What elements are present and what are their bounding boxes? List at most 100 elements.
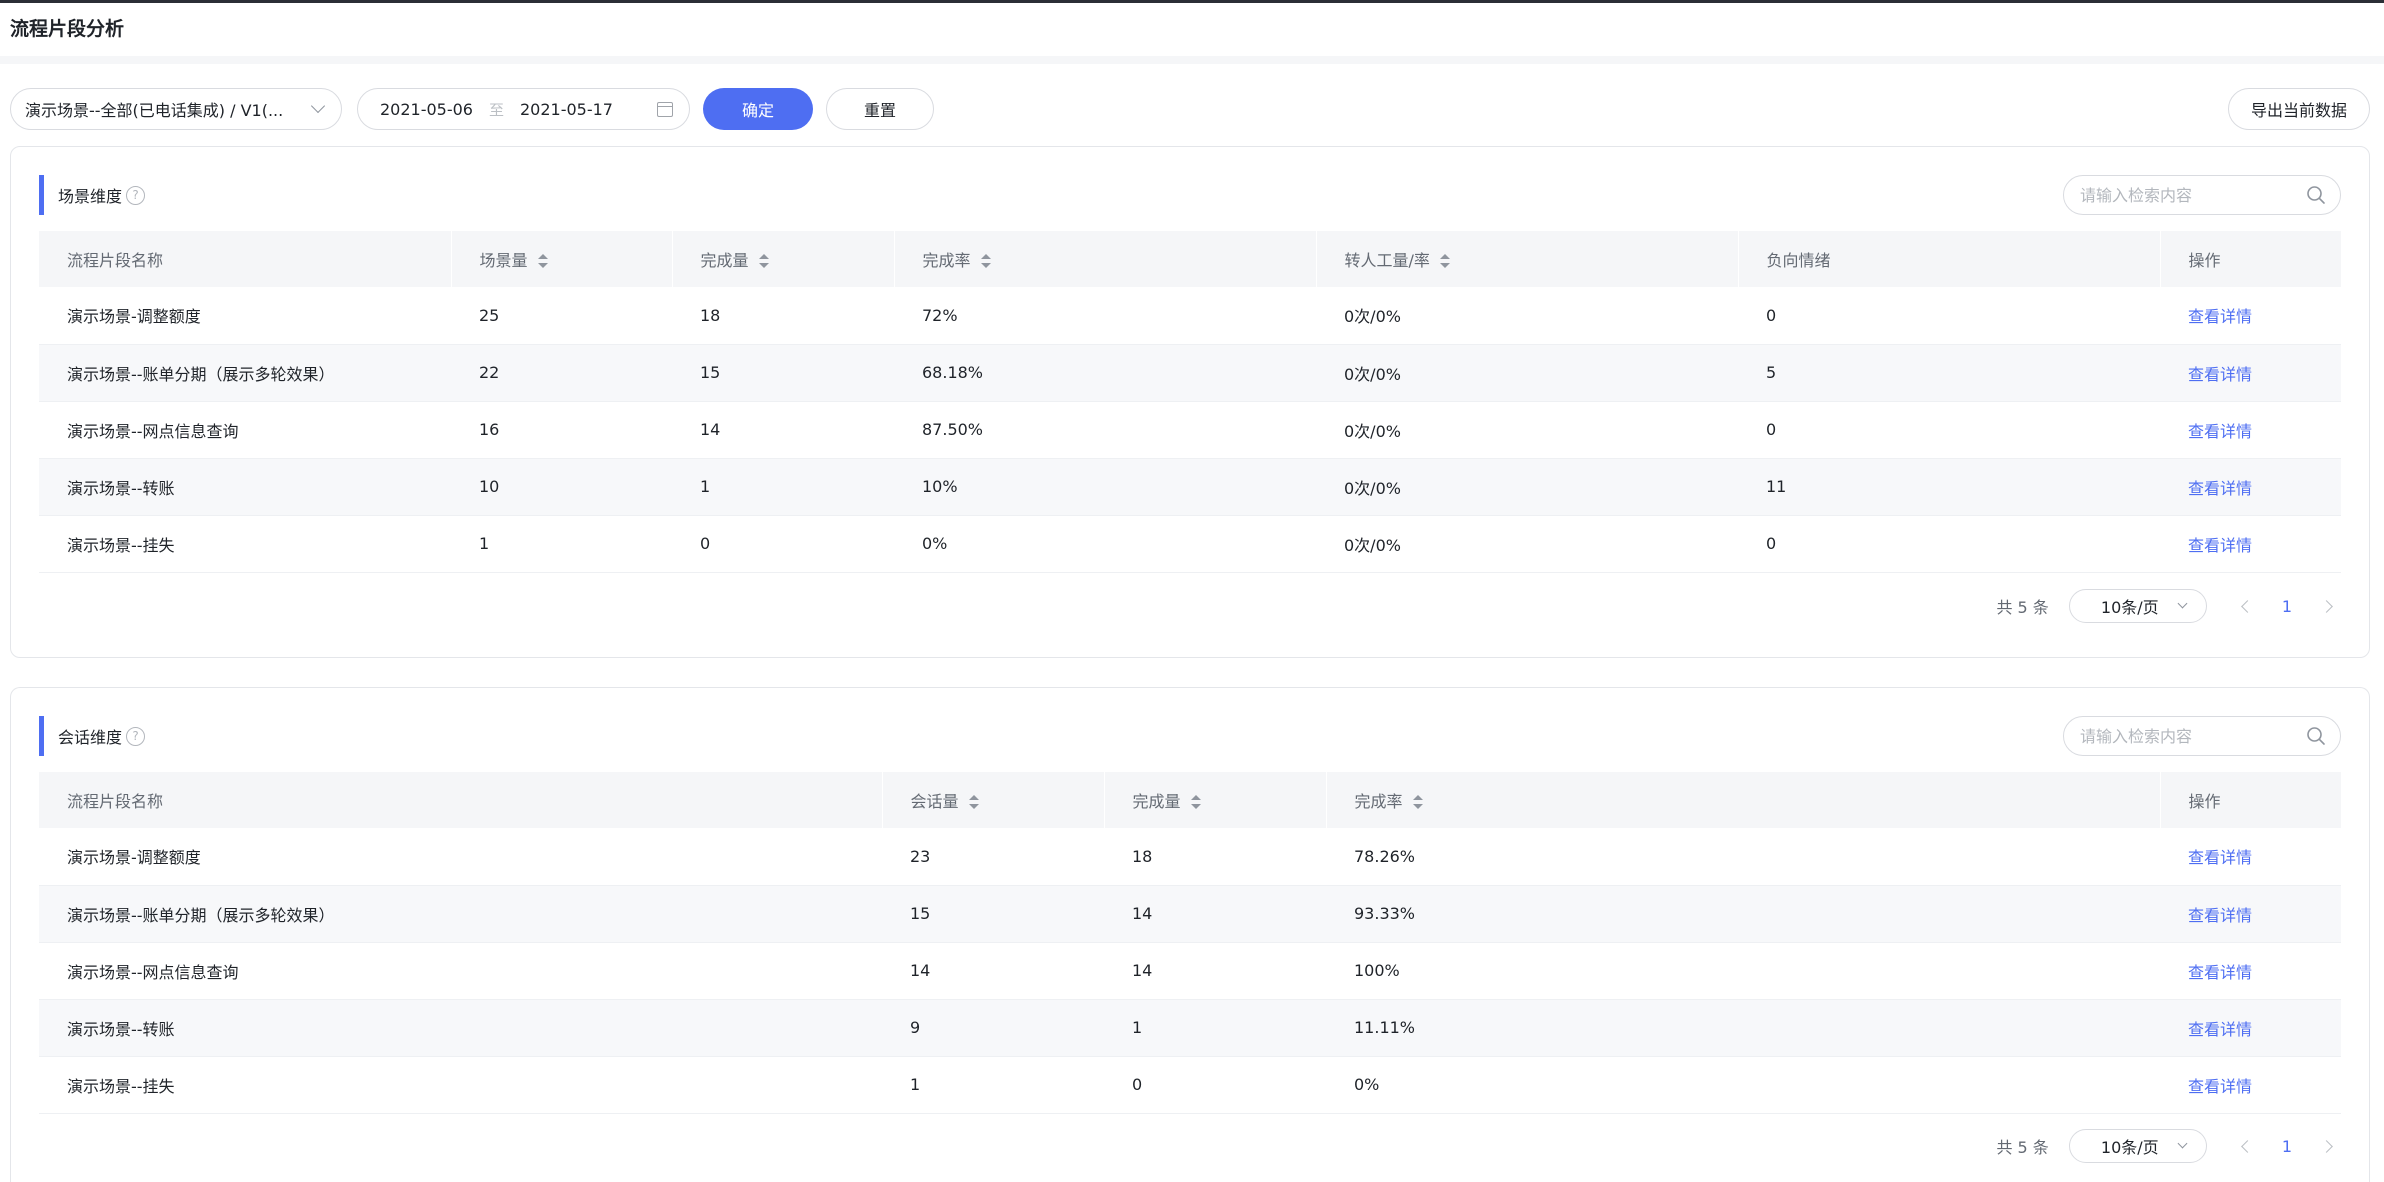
cell-complete-count: 18: [672, 287, 894, 345]
view-details-link[interactable]: 查看详情: [2160, 344, 2341, 402]
cell-negative: 0: [1738, 515, 2160, 573]
view-details-link[interactable]: 查看详情: [2160, 828, 2341, 886]
cell-complete-rate: 72%: [894, 287, 1316, 345]
sort-icon[interactable]: [968, 795, 979, 809]
confirm-button[interactable]: 确定: [703, 88, 813, 130]
column-header: 操作: [2159, 231, 2341, 287]
cell-complete-rate: 87.50%: [894, 401, 1316, 459]
cell-complete-count: 14: [1104, 942, 1326, 1000]
current-page[interactable]: 1: [2281, 1136, 2292, 1156]
table-header-row: 流程片段名称 会话量 完成量 完成率 操作: [39, 772, 2341, 828]
search-input[interactable]: [2080, 726, 2290, 746]
column-header[interactable]: 转人工量/率: [1315, 231, 1738, 287]
page-title: 流程片段分析: [10, 18, 125, 40]
total-count: 共 5 条: [1996, 1138, 2049, 1157]
cell-session-count: 14: [882, 942, 1104, 1000]
help-icon[interactable]: ?: [126, 185, 146, 205]
column-header[interactable]: 完成量: [671, 231, 894, 287]
cell-session-count: 1: [882, 1056, 1104, 1114]
sort-icon[interactable]: [758, 254, 769, 268]
cell-complete-count: 18: [1104, 828, 1326, 886]
card-title: 会话维度: [58, 728, 123, 747]
cell-name: 演示场景--挂失: [39, 1056, 882, 1114]
view-details-link[interactable]: 查看详情: [2160, 515, 2341, 573]
cell-negative: 0: [1738, 287, 2160, 345]
title-divider: [0, 56, 2384, 64]
scene-dimension-card: 场景维度 ? 流程片段名称 场景量 完成量 完成率 转人工量/率 负向情绪 操作: [10, 146, 2370, 658]
chevron-left-icon[interactable]: [2240, 1139, 2254, 1153]
cell-transfer: 0次/0%: [1316, 287, 1738, 345]
column-header[interactable]: 场景量: [450, 231, 672, 287]
view-details-link[interactable]: 查看详情: [2160, 999, 2341, 1057]
cell-name: 演示场景--转账: [39, 999, 882, 1057]
export-button[interactable]: 导出当前数据: [2228, 88, 2370, 130]
table-row: 演示场景--转账 10 1 10% 0次/0% 11 查看详情: [39, 458, 2341, 516]
pagination: 共 5 条 10条/页 1: [1996, 1129, 2341, 1163]
column-header[interactable]: 完成量: [1103, 772, 1326, 828]
current-page[interactable]: 1: [2281, 596, 2292, 616]
search-box[interactable]: [2063, 175, 2341, 215]
cell-name: 演示场景-调整额度: [39, 287, 451, 345]
sort-icon[interactable]: [1439, 254, 1450, 268]
help-icon[interactable]: ?: [126, 726, 146, 746]
cell-complete-count: 14: [672, 401, 894, 459]
cell-name: 演示场景--账单分期（展示多轮效果）: [39, 344, 451, 402]
sort-icon[interactable]: [537, 254, 548, 268]
sort-icon[interactable]: [1412, 795, 1423, 809]
page-size-value: 10条/页: [2100, 1138, 2159, 1157]
scene-select[interactable]: 演示场景--全部(已电话集成) / V1(...: [10, 88, 342, 130]
date-start[interactable]: 2021-05-06: [380, 99, 473, 119]
sort-icon[interactable]: [980, 254, 991, 268]
cell-scene-count: 1: [451, 515, 672, 573]
date-end[interactable]: 2021-05-17: [520, 99, 613, 119]
search-input[interactable]: [2080, 185, 2290, 205]
view-details-link[interactable]: 查看详情: [2160, 287, 2341, 345]
table-row: 演示场景--转账 9 1 11.11% 查看详情: [39, 999, 2341, 1057]
search-icon[interactable]: [2306, 726, 2326, 746]
cell-scene-count: 25: [451, 287, 672, 345]
cell-name: 演示场景--网点信息查询: [39, 401, 451, 459]
page-size-select[interactable]: 10条/页: [2068, 1129, 2207, 1163]
cell-complete-rate: 68.18%: [894, 344, 1316, 402]
search-box[interactable]: [2063, 716, 2341, 756]
view-details-link[interactable]: 查看详情: [2160, 1056, 2341, 1114]
table-row: 演示场景--网点信息查询 16 14 87.50% 0次/0% 0 查看详情: [39, 401, 2341, 459]
cell-complete-rate: 10%: [894, 458, 1316, 516]
view-details-link[interactable]: 查看详情: [2160, 401, 2341, 459]
search-icon[interactable]: [2306, 185, 2326, 205]
session-table: 流程片段名称 会话量 完成量 完成率 操作 演示场景-调整额度 23 18 78…: [39, 772, 2341, 1114]
page-size-select[interactable]: 10条/页: [2068, 589, 2207, 623]
column-header[interactable]: 会话量: [881, 772, 1104, 828]
scene-table: 流程片段名称 场景量 完成量 完成率 转人工量/率 负向情绪 操作 演示场景-调…: [39, 231, 2341, 573]
view-details-link[interactable]: 查看详情: [2160, 942, 2341, 1000]
chevron-right-icon[interactable]: [2320, 1139, 2333, 1153]
cell-name: 演示场景--挂失: [39, 515, 451, 573]
column-header[interactable]: 完成率: [1325, 772, 2160, 828]
view-details-link[interactable]: 查看详情: [2160, 885, 2341, 943]
column-header: 流程片段名称: [39, 772, 882, 828]
chevron-right-icon[interactable]: [2320, 599, 2333, 613]
cell-complete-count: 0: [672, 515, 894, 573]
cell-transfer: 0次/0%: [1316, 401, 1738, 459]
chevron-left-icon[interactable]: [2240, 599, 2254, 613]
table-row: 演示场景--账单分期（展示多轮效果） 22 15 68.18% 0次/0% 5 …: [39, 344, 2341, 402]
cell-name: 演示场景--网点信息查询: [39, 942, 882, 1000]
cell-negative: 11: [1738, 458, 2160, 516]
table-row: 演示场景-调整额度 25 18 72% 0次/0% 0 查看详情: [39, 287, 2341, 345]
cell-complete-rate: 0%: [1326, 1056, 2160, 1114]
card-title: 场景维度: [58, 187, 123, 206]
table-row: 演示场景--挂失 1 0 0% 查看详情: [39, 1056, 2341, 1114]
cell-negative: 5: [1738, 344, 2160, 402]
reset-button[interactable]: 重置: [826, 88, 934, 130]
view-details-link[interactable]: 查看详情: [2160, 458, 2341, 516]
date-range-picker[interactable]: 2021-05-06 至 2021-05-17: [357, 88, 690, 130]
cell-complete-rate: 11.11%: [1326, 999, 2160, 1057]
table-header-row: 流程片段名称 场景量 完成量 完成率 转人工量/率 负向情绪 操作: [39, 231, 2341, 287]
card-header: 场景维度 ?: [39, 175, 146, 215]
cell-transfer: 0次/0%: [1316, 515, 1738, 573]
cell-complete-rate: 0%: [894, 515, 1316, 573]
column-header[interactable]: 完成率: [893, 231, 1316, 287]
cell-scene-count: 16: [451, 401, 672, 459]
sort-icon[interactable]: [1190, 795, 1201, 809]
cell-name: 演示场景--账单分期（展示多轮效果）: [39, 885, 882, 943]
